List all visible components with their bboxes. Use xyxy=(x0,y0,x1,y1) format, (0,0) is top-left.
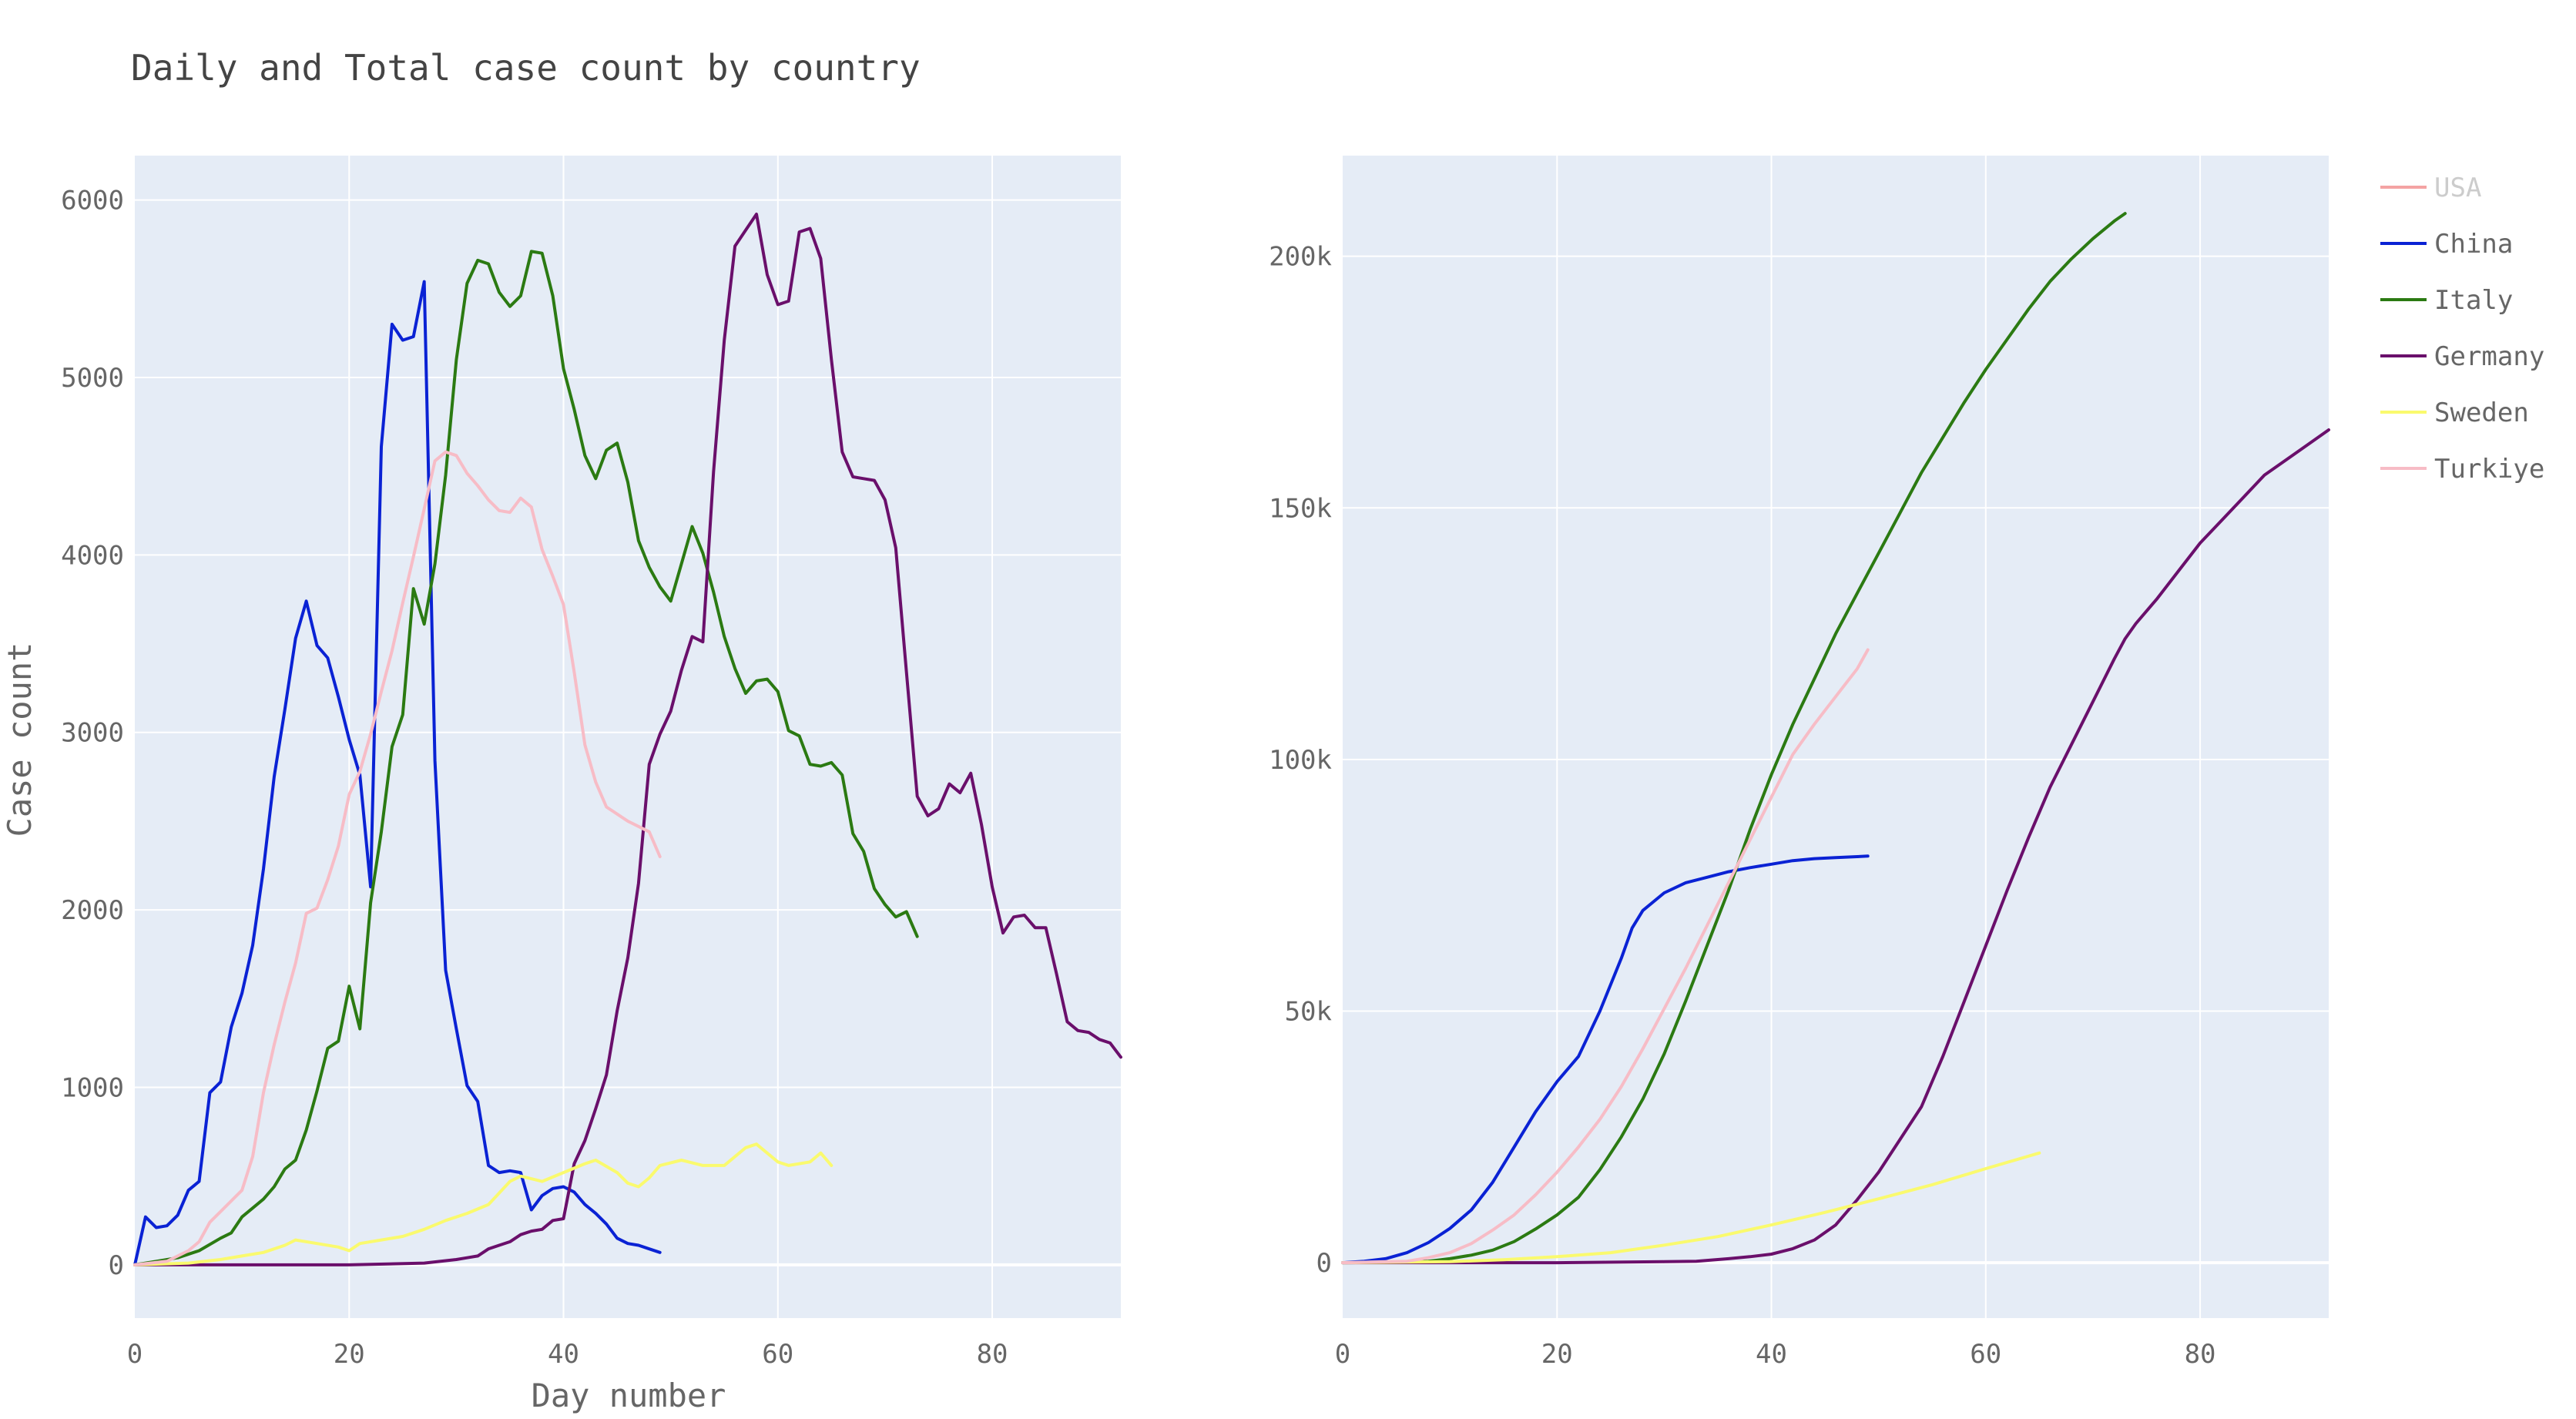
legend-label: China xyxy=(2434,229,2513,260)
legend-label: Germany xyxy=(2434,341,2544,372)
daily-tick-labels: 0 20 40 60 80 0 1000 2000 3000 4000 5000 6000 xyxy=(61,186,1008,1370)
legend-item-usa[interactable]: USA xyxy=(2380,173,2481,203)
y-tick-label: 2000 xyxy=(61,895,124,926)
x-tick-label: 60 xyxy=(762,1339,793,1370)
x-tick-label: 20 xyxy=(1541,1339,1573,1370)
series-line-china xyxy=(133,280,662,1266)
y-tick-label: 100k xyxy=(1269,745,1332,776)
series-line-italy xyxy=(133,250,919,1266)
y-tick-label: 3000 xyxy=(61,718,124,749)
daily-cases-panel: 0 20 40 60 80 0 1000 2000 3000 4000 5000 6000 xyxy=(61,156,1122,1370)
x-tick-label: 40 xyxy=(1756,1339,1787,1370)
y-tick-label: 4000 xyxy=(61,540,124,571)
series-line-sweden xyxy=(133,1142,834,1266)
legend-item-turkiye[interactable]: Turkiye xyxy=(2380,454,2544,485)
y-tick-label: 5000 xyxy=(61,363,124,394)
legend-item-china[interactable]: China xyxy=(2380,229,2513,260)
x-tick-label: 0 xyxy=(127,1339,143,1370)
series-line-germany xyxy=(1341,428,2330,1265)
y-axis-title: Case count xyxy=(1,642,39,837)
total-cases-panel: 0 20 40 60 80 0 50k 100k 150k 200k xyxy=(1269,156,2330,1370)
y-tick-label: 150k xyxy=(1269,493,1332,524)
x-tick-label: 40 xyxy=(548,1339,579,1370)
series-line-italy xyxy=(1341,212,2127,1265)
total-tick-labels: 0 20 40 60 80 0 50k 100k 150k 200k xyxy=(1269,242,2215,1370)
legend-label: USA xyxy=(2434,173,2481,203)
legend-item-sweden[interactable]: Sweden xyxy=(2380,398,2529,428)
legend-label: Italy xyxy=(2434,285,2513,316)
series-line-turkiye xyxy=(1341,648,1870,1265)
legend: USA China Italy Germany Sweden Turkiye xyxy=(2380,173,2544,485)
y-tick-label: 50k xyxy=(1285,997,1332,1028)
legend-item-germany[interactable]: Germany xyxy=(2380,341,2544,372)
x-tick-label: 20 xyxy=(334,1339,365,1370)
y-tick-label: 0 xyxy=(1317,1248,1332,1279)
y-tick-label: 200k xyxy=(1269,242,1332,273)
y-tick-label: 0 xyxy=(109,1250,124,1281)
chart-title: Daily and Total case count by country xyxy=(131,47,921,89)
series-line-turkiye xyxy=(133,450,662,1266)
x-tick-label: 60 xyxy=(1970,1339,2001,1370)
y-tick-label: 1000 xyxy=(61,1073,124,1104)
legend-label: Sweden xyxy=(2434,398,2529,428)
series-line-germany xyxy=(133,213,1122,1266)
legend-item-italy[interactable]: Italy xyxy=(2380,285,2513,316)
x-axis-title: Day number xyxy=(532,1377,726,1414)
total-plot-background xyxy=(1343,156,2329,1318)
series-line-china xyxy=(1341,854,1870,1265)
daily-plot-background xyxy=(135,156,1121,1318)
legend-label: Turkiye xyxy=(2434,454,2544,485)
y-tick-label: 6000 xyxy=(61,186,124,216)
x-tick-label: 0 xyxy=(1335,1339,1350,1370)
x-tick-label: 80 xyxy=(2185,1339,2216,1370)
daily-series-lines xyxy=(133,213,1122,1266)
series-line-sweden xyxy=(1341,1151,2041,1265)
x-tick-label: 80 xyxy=(977,1339,1008,1370)
total-series-lines xyxy=(1341,212,2330,1265)
